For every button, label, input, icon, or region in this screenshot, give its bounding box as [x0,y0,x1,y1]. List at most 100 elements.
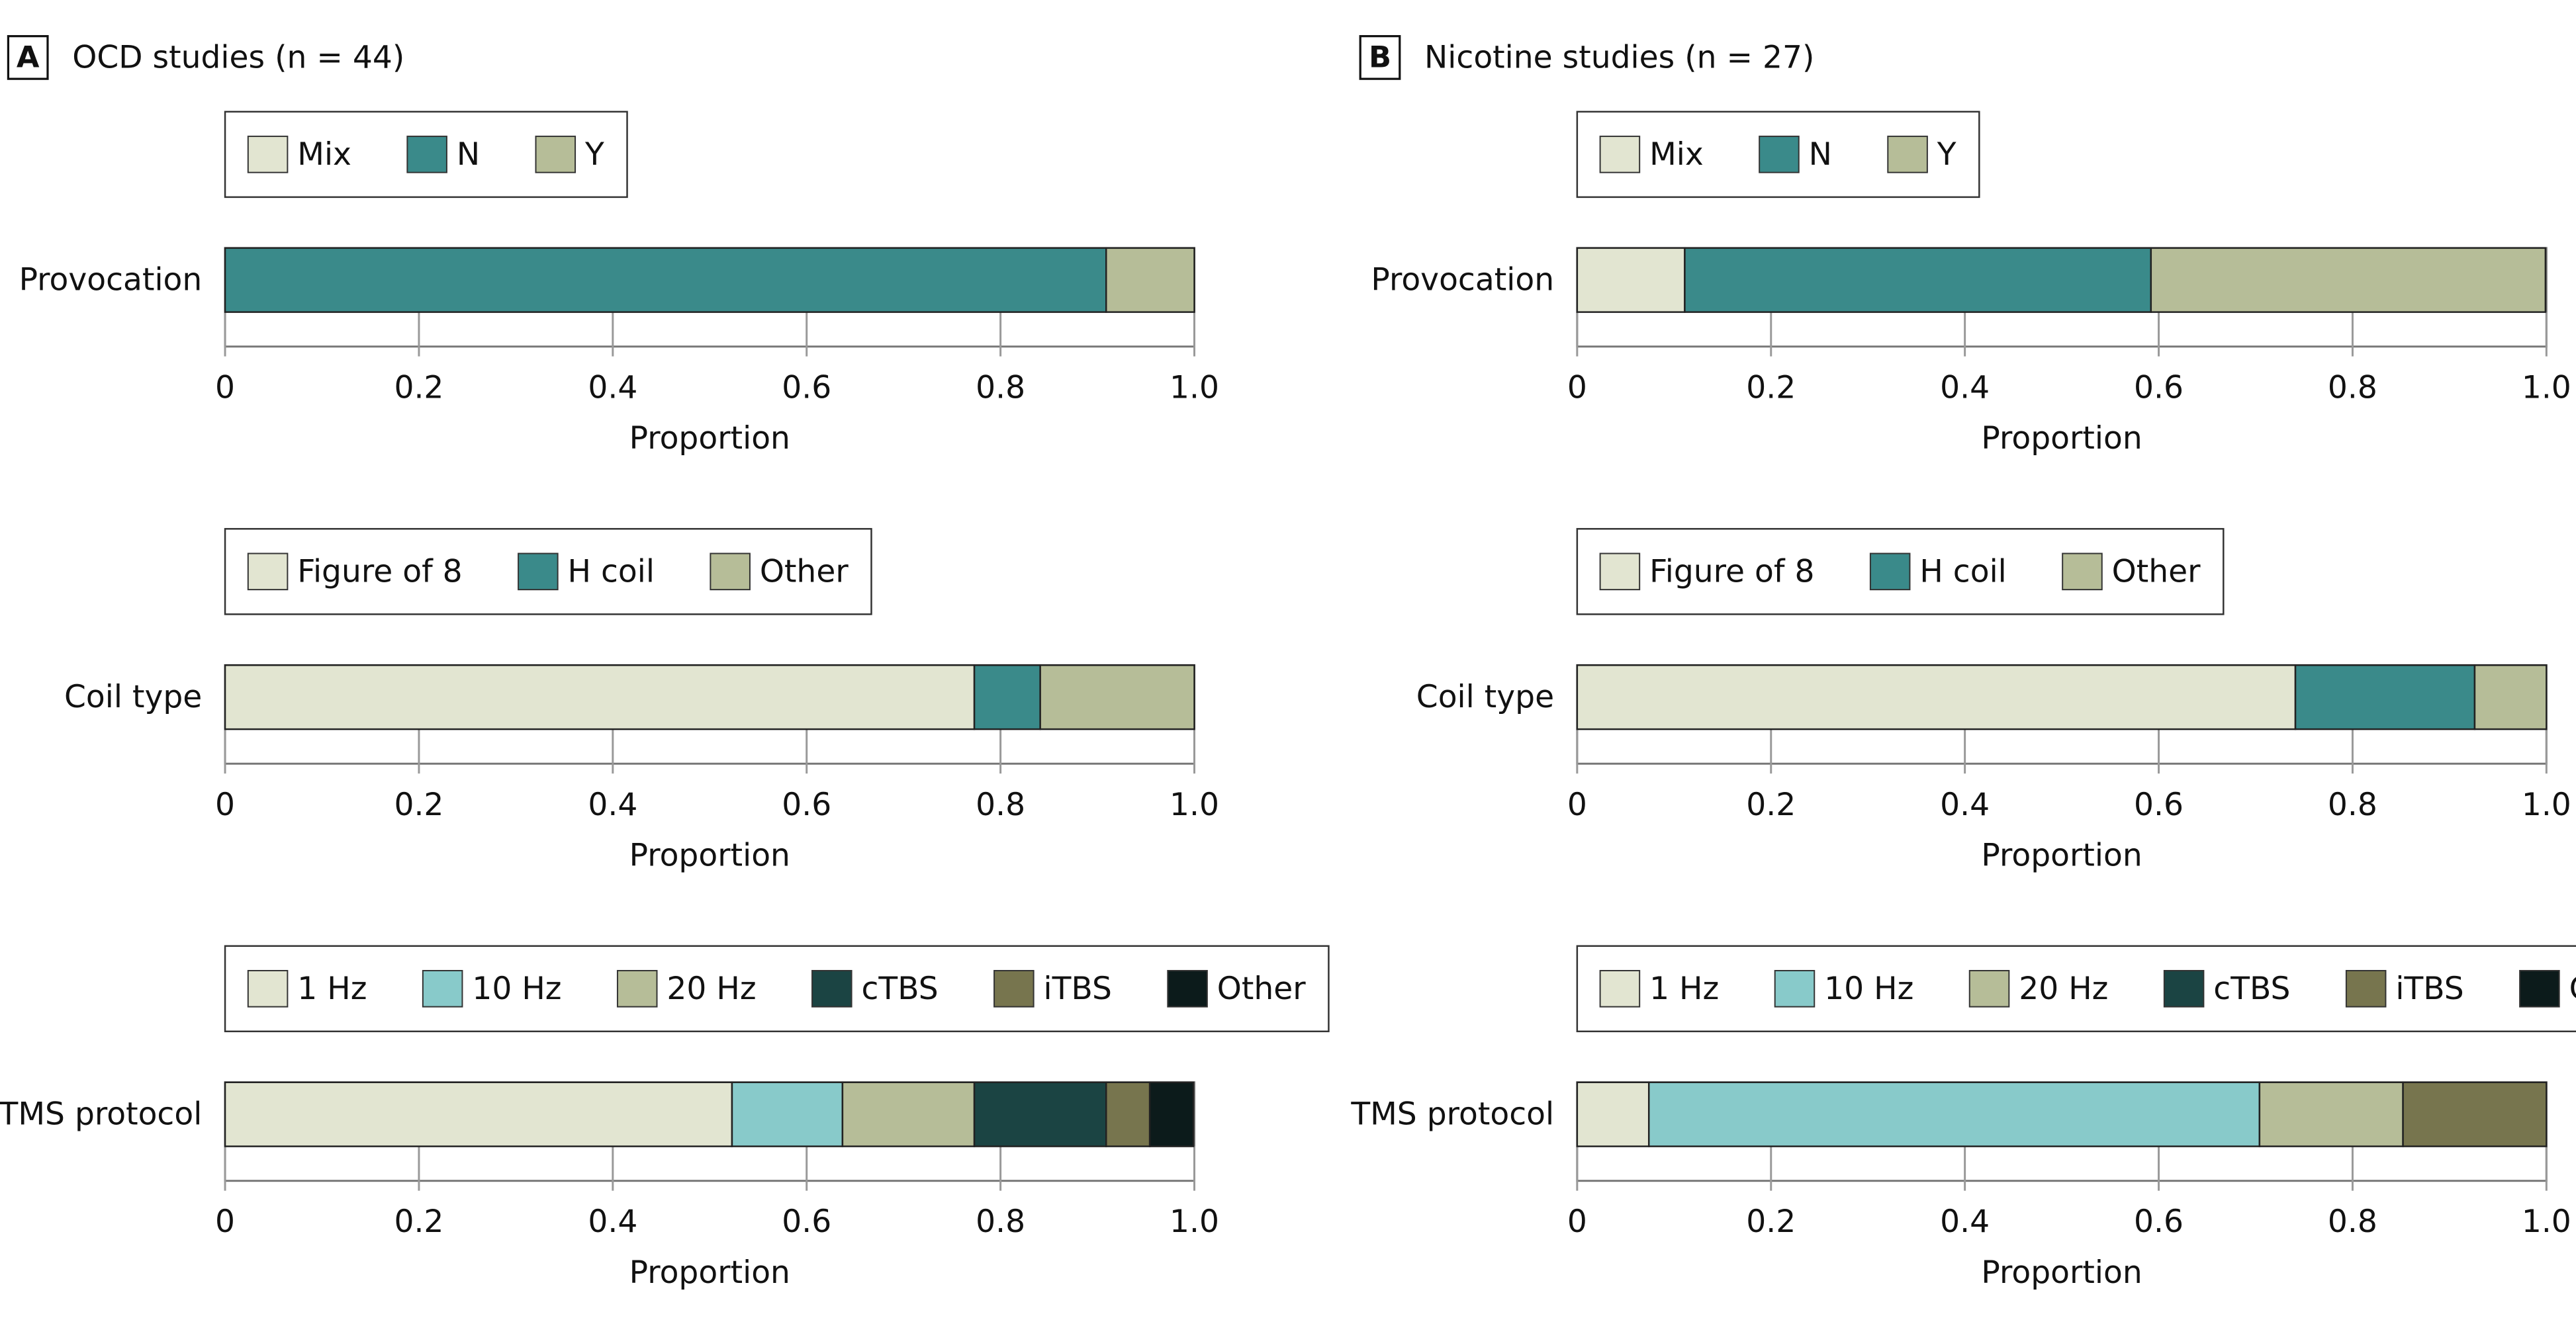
legend-swatch [1869,552,1911,591]
x-axis-label: Proportion [629,420,790,457]
y-tick-label: Provocation [1371,262,1554,298]
legend-swatch [247,136,289,173]
y-tick-label: Coil type [64,679,202,715]
legend-label: Figure of 8 [1649,553,1814,590]
x-tick-label: 0 [1567,369,1587,406]
x-axis-label: Proportion [629,1254,790,1291]
x-tick-label: 1.0 [1170,1204,1219,1240]
bar-segment [1039,664,1195,730]
panel-title: OCD studies (n = 44) [72,39,404,75]
y-tick-label: TMS protocol [0,1096,202,1133]
x-tick-label: 0.2 [1746,1204,1796,1240]
legend-swatch [535,136,576,173]
x-tick-label: 0 [1567,1204,1587,1240]
x-tick-label: 0.8 [2328,787,2377,823]
bar-segment [841,1081,976,1147]
x-tick-label: 0.2 [1746,787,1796,823]
x-tick-label: 0.2 [1746,369,1796,406]
legend-label: H coil [568,553,655,590]
legend-swatch [2519,969,2560,1008]
legend-swatch [2163,969,2205,1008]
x-tick-label: 1.0 [1170,369,1219,406]
x-tick-label: 1.0 [2522,787,2571,823]
legend-swatch [1968,969,2010,1008]
legend-swatch [2062,552,2103,591]
legend-label: H coil [1919,553,2006,590]
bar-segment [224,1081,733,1147]
legend-swatch [518,552,559,591]
panel-letter-box [7,35,49,80]
bar-segment [731,1081,844,1147]
x-tick-label: 1.0 [2522,1204,2571,1240]
bar-segment [224,247,1107,313]
legend-swatch [1167,969,1208,1008]
x-axis-label: Proportion [1981,420,2142,457]
x-tick-label: 0.4 [588,369,637,406]
bar-segment [973,1081,1107,1147]
legend-label: Other [2569,971,2576,1007]
bar-segment [2150,247,2547,313]
y-tick-label: Provocation [19,262,203,298]
bar-segment [1647,1081,2261,1147]
y-tick-label: TMS protocol [1350,1096,1554,1133]
legend-label: Other [760,553,849,590]
x-tick-label: 0.8 [976,1204,1025,1240]
x-tick-label: 0.4 [1940,1204,1990,1240]
x-tick-label: 0.8 [2328,1204,2377,1240]
x-tick-label: 0.6 [2134,369,2184,406]
bar-segment [224,664,976,730]
panel-letter: A [17,40,40,74]
panel-title: Nicotine studies (n = 27) [1424,39,1814,75]
x-tick-label: 0.8 [2328,369,2377,406]
bar-segment [1148,1081,1195,1147]
legend-swatch [247,969,289,1008]
bar-segment [1684,247,2152,313]
legend-label: Figure of 8 [297,553,462,590]
bar-segment [1576,247,1686,313]
panel-letter-box [1359,35,1401,80]
x-tick-label: 1.0 [1170,787,1219,823]
x-tick-label: 0 [215,369,235,406]
bar-segment [1576,1081,1650,1147]
legend-swatch [406,136,447,173]
bar-segment [2473,664,2548,730]
x-tick-label: 0.8 [976,787,1025,823]
legend-swatch [1774,969,1816,1008]
x-tick-label: 1.0 [2522,369,2571,406]
x-axis-label: Proportion [1981,838,2142,874]
legend-label: Mix [297,136,351,173]
legend-label: 20 Hz [2019,971,2108,1007]
x-tick-label: 0.2 [394,787,443,823]
x-tick-label: 0.6 [782,369,831,406]
x-tick-label: 0 [215,1204,235,1240]
x-tick-label: 0 [215,787,235,823]
legend-label: 1 Hz [1649,971,1719,1007]
x-tick-label: 0.6 [2134,787,2184,823]
x-tick-label: 0.6 [2134,1204,2184,1240]
x-tick-label: 0.2 [394,1204,443,1240]
legend-swatch [1599,552,1641,591]
legend-label: cTBS [861,971,938,1007]
x-tick-label: 0.2 [394,369,443,406]
legend-label: 20 Hz [667,971,756,1007]
bar-segment [973,664,1041,730]
legend-label: iTBS [2395,971,2463,1007]
legend-label: N [1809,136,1832,173]
bar-segment [2294,664,2476,730]
bar-segment [2258,1081,2404,1147]
legend-label: Mix [1649,136,1704,173]
legend-swatch [422,969,463,1008]
legend-swatch [710,552,751,591]
x-tick-label: 0.4 [1940,369,1990,406]
x-tick-label: 0 [1567,787,1587,823]
panel-letter: B [1369,40,1391,74]
y-tick-label: Coil type [1416,679,1554,715]
legend-label: N [457,136,480,173]
legend-swatch [993,969,1035,1008]
x-tick-label: 0.6 [782,1204,831,1240]
bar-segment [2402,1081,2548,1147]
x-axis-label: Proportion [1981,1254,2142,1291]
legend-swatch [1759,136,1800,173]
legend-swatch [247,552,289,591]
